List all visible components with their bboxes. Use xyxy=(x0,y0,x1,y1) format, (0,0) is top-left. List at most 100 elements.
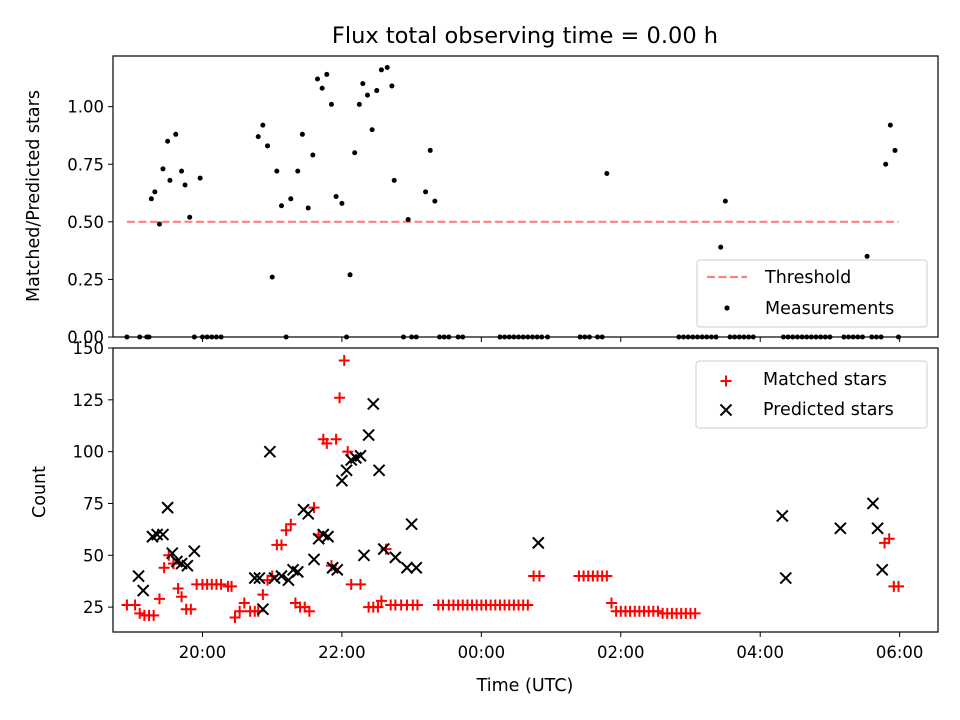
matched-star-marker xyxy=(892,580,904,592)
predicted-star-marker xyxy=(137,584,150,597)
measurement-point xyxy=(892,147,898,153)
measurement-point xyxy=(152,189,158,195)
predicted-star-marker xyxy=(331,563,344,577)
matched-star-marker xyxy=(153,593,165,605)
matched-star-marker xyxy=(689,607,701,619)
top-y-tick-label: 1.00 xyxy=(67,98,104,117)
predicted-star-marker xyxy=(532,536,545,550)
predicted-star-marker xyxy=(335,474,349,487)
matched-star-marker xyxy=(355,578,366,590)
predicted-star-marker xyxy=(876,563,889,577)
predicted-star-marker xyxy=(263,445,277,458)
measurement-point xyxy=(160,166,166,172)
measurement-point xyxy=(423,189,429,195)
measurement-point xyxy=(328,101,334,107)
measurement-point xyxy=(391,177,397,183)
measurement-point xyxy=(305,205,311,211)
bottom-legend: Matched stars Predicted stars xyxy=(695,360,928,429)
predicted-star-marker xyxy=(410,561,423,574)
matched-star-marker xyxy=(176,591,188,603)
measurement-point xyxy=(883,161,889,167)
bottom-x-tick-label: 22:00 xyxy=(318,643,366,662)
measurement-point xyxy=(604,170,610,176)
matched-star-marker xyxy=(411,599,423,611)
matched-star-marker xyxy=(522,599,534,611)
measurement-point xyxy=(269,274,275,280)
predicted-star-marker xyxy=(372,464,386,477)
measurement-point xyxy=(378,67,384,73)
predicted-star-marker xyxy=(132,569,145,583)
matched-star-marker xyxy=(345,578,357,590)
top-y-axis-label: Matched/Predicted stars xyxy=(24,90,44,302)
predicted-star-marker xyxy=(357,549,371,562)
legend-predicted-swatch xyxy=(719,403,733,417)
top-axis-ticks: 0.00 0.25 0.50 0.75 1.00 xyxy=(67,98,901,347)
measurement-point xyxy=(288,196,294,202)
bottom-x-tick-label: 20:00 xyxy=(179,643,227,662)
predicted-star-marker xyxy=(166,547,179,560)
measurement-point xyxy=(333,194,339,199)
measurement-point xyxy=(369,127,375,133)
matched-star-marker xyxy=(338,354,350,366)
predicted-star-marker xyxy=(354,449,367,463)
predicted-star-marker xyxy=(181,559,194,572)
measurement-point xyxy=(360,81,366,87)
bottom-x-tick-label: 02:00 xyxy=(597,643,645,662)
predicted-star-marker xyxy=(367,397,380,411)
top-legend-box xyxy=(696,259,928,328)
predicted-star-marker xyxy=(291,565,304,579)
matched-star-marker xyxy=(158,562,170,574)
measurement-point xyxy=(718,244,724,250)
predicted-star-marker xyxy=(256,602,270,616)
measurement-point xyxy=(165,138,171,144)
matched-star-marker xyxy=(234,605,246,617)
measurement-point xyxy=(179,168,185,174)
predicted-star-marker xyxy=(188,544,201,558)
bottom-plot-area xyxy=(121,354,904,623)
measurement-point xyxy=(352,150,358,156)
top-y-tick-label: 0.25 xyxy=(67,270,104,289)
measurement-point xyxy=(274,168,280,174)
measurement-point xyxy=(389,83,395,89)
measurement-point xyxy=(167,177,173,183)
bottom-y-axis-label: Count xyxy=(30,466,50,518)
top-legend: Threshold Measurements xyxy=(696,259,928,328)
measurement-point xyxy=(427,147,433,153)
matched-star-marker xyxy=(330,433,342,445)
measurement-point xyxy=(295,168,301,174)
matched-star-marker xyxy=(372,601,384,613)
matched-star-marker xyxy=(605,597,617,609)
top-y-tick-label: 0.00 xyxy=(67,328,104,347)
matched-star-marker xyxy=(285,518,297,530)
bottom-y-tick-label: 25 xyxy=(83,598,104,617)
predicted-star-marker xyxy=(389,551,402,564)
matched-star-marker xyxy=(185,603,197,615)
predicted-star-marker xyxy=(340,464,353,477)
measurement-point xyxy=(182,182,188,188)
predicted-star-marker xyxy=(377,542,390,556)
matched-star-marker xyxy=(129,599,141,611)
predicted-star-marker xyxy=(161,501,174,514)
predicted-star-marker xyxy=(362,428,375,442)
matched-star-marker xyxy=(883,533,895,545)
predicted-star-marker xyxy=(776,509,789,523)
matched-star-marker xyxy=(321,437,333,449)
measurement-point xyxy=(384,65,390,71)
measurement-point xyxy=(310,152,316,158)
bottom-y-tick-label: 100 xyxy=(73,443,105,462)
predicted-star-marker xyxy=(156,528,170,541)
measurement-point xyxy=(864,253,870,259)
measurement-point xyxy=(374,88,380,94)
measurement-point xyxy=(278,203,284,209)
measurement-point xyxy=(255,134,261,140)
predicted-star-marker xyxy=(302,507,315,521)
measurement-point xyxy=(405,217,411,223)
measurement-point xyxy=(187,214,193,220)
measurement-point xyxy=(148,196,154,202)
measurement-point xyxy=(324,71,330,77)
predicted-star-marker xyxy=(400,561,414,574)
bottom-x-tick-label: 04:00 xyxy=(736,643,784,662)
bottom-x-tick-label: 00:00 xyxy=(458,643,506,662)
measurement-point xyxy=(265,143,271,149)
measurement-point xyxy=(339,200,345,206)
